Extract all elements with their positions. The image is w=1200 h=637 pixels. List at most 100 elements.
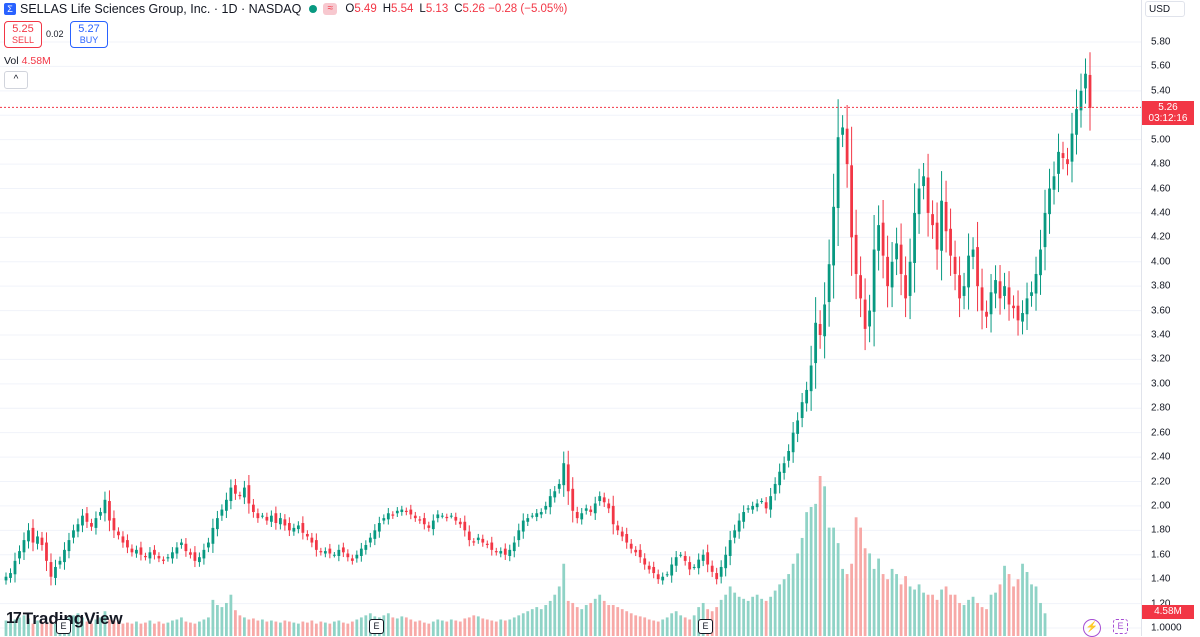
candle-body <box>22 540 26 553</box>
candle-body <box>301 523 305 533</box>
volume-bar <box>566 600 570 636</box>
candle-body <box>310 537 314 543</box>
volume-bar <box>814 503 818 636</box>
candle-body <box>1012 305 1015 309</box>
volume-bar <box>238 615 242 636</box>
candle-body <box>886 256 889 287</box>
candle-body <box>328 548 332 554</box>
candle-body <box>827 264 831 303</box>
candle-body <box>944 201 948 232</box>
volume-bar <box>917 584 921 636</box>
candle-body <box>701 554 705 561</box>
chevron-up-icon[interactable]: ^ <box>4 71 28 89</box>
price-tick-label: 3.40 <box>1151 329 1171 341</box>
candle-body <box>386 513 390 520</box>
earnings-icon[interactable]: E <box>698 619 713 634</box>
market-status-dot[interactable] <box>309 5 318 13</box>
tradingview-mark-icon: 17 <box>6 610 22 627</box>
candle-body <box>247 485 251 504</box>
candle-body <box>233 485 237 494</box>
candle-body <box>625 533 629 543</box>
candle-body <box>913 212 916 263</box>
volume-bar <box>94 619 98 636</box>
data-status-pill[interactable]: ≈ <box>323 3 338 15</box>
candle-body <box>998 281 1002 299</box>
candle-body <box>265 516 269 521</box>
candle-body <box>706 552 710 565</box>
earnings-icon[interactable]: E <box>56 619 71 634</box>
candle-body <box>647 565 651 570</box>
volume-bar <box>472 615 476 636</box>
earnings-icon[interactable]: E <box>369 619 384 634</box>
volume-bar <box>890 568 894 636</box>
volume-bar <box>719 599 723 636</box>
volume-bar <box>508 619 512 636</box>
volume-bar <box>76 613 80 636</box>
volume-bar <box>72 615 75 636</box>
candle-body <box>368 537 372 543</box>
volume-bar <box>328 623 332 636</box>
symbol-title[interactable]: SELLAS Life Sciences Group, Inc. · 1D · … <box>20 2 302 16</box>
currency-button[interactable]: USD <box>1145 1 1185 17</box>
candle-body <box>809 365 813 392</box>
volume-bar <box>81 617 84 636</box>
candle-body <box>904 275 907 299</box>
price-tick-label: 5.40 <box>1151 85 1171 97</box>
candle-body <box>967 255 970 288</box>
volume-bar <box>198 621 201 636</box>
candle-body <box>27 530 30 542</box>
volume-bar <box>778 584 782 636</box>
volume-bar <box>355 619 359 636</box>
candle-body <box>153 549 156 555</box>
buy-price: 5.27 <box>78 23 100 35</box>
candle-body <box>832 206 836 266</box>
last-price-value: 5.26 <box>1158 102 1178 113</box>
volume-bar <box>607 605 611 636</box>
close-key: C <box>454 3 463 15</box>
price-tick-label: 3.80 <box>1151 280 1171 292</box>
candle-body <box>427 525 431 528</box>
volume-bar <box>346 623 350 636</box>
volume-bar <box>643 617 647 636</box>
volume-bar <box>301 621 305 636</box>
upcoming-earnings-icon[interactable]: E <box>1113 619 1128 634</box>
candle-body <box>665 574 669 576</box>
high-key: H <box>382 3 392 15</box>
volume-bar <box>436 619 440 636</box>
candle-body <box>1043 212 1047 248</box>
volume-bar <box>971 596 975 636</box>
candle-body <box>198 557 201 563</box>
volume-bar <box>112 620 116 636</box>
price-axis[interactable] <box>1141 0 1200 636</box>
price-tick-label: 1.20 <box>1151 598 1171 610</box>
volume-bar <box>422 622 426 636</box>
candle-body <box>958 275 961 299</box>
volume-bar <box>935 599 939 636</box>
tradingview-logo[interactable]: 17 TradingView <box>6 609 123 629</box>
volume-legend[interactable]: Vol 4.58M <box>4 55 51 67</box>
candle-body <box>409 509 413 515</box>
volume-bar <box>481 618 485 636</box>
volume-bar <box>634 615 638 636</box>
sell-button[interactable]: 5.25 SELL <box>4 21 42 48</box>
candle-body <box>1061 153 1065 158</box>
candle-body <box>292 527 296 532</box>
symbol-logo-icon[interactable]: Σ <box>4 3 16 15</box>
candle-body <box>580 513 584 520</box>
buy-button[interactable]: 5.27 BUY <box>70 21 108 48</box>
flash-icon[interactable]: ⚡ <box>1083 619 1101 637</box>
candle-body <box>274 513 278 524</box>
candle-body <box>526 518 530 522</box>
volume-bar <box>283 620 287 636</box>
candle-body <box>103 499 107 514</box>
candle-body <box>9 573 12 578</box>
volume-bar <box>166 622 170 636</box>
candle-body <box>557 483 561 489</box>
price-tick-label: 4.00 <box>1151 256 1171 268</box>
price-chart-plot[interactable] <box>0 0 1141 636</box>
volume-bar <box>652 620 656 636</box>
volume-bar <box>4 620 8 636</box>
candle-body <box>121 536 125 543</box>
candle-body <box>278 518 282 525</box>
volume-bar <box>535 607 539 636</box>
